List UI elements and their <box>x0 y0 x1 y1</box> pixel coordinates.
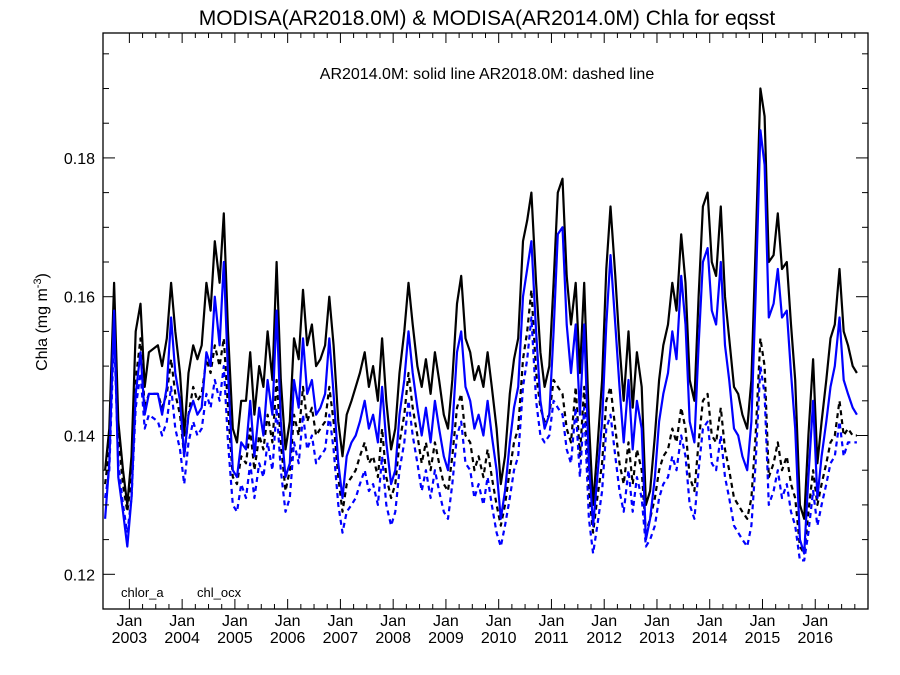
series-line-chl-ocx-ar2018-0m <box>104 316 857 562</box>
x-tick-label-month: Jan <box>433 613 459 630</box>
x-tick-label-month: Jan <box>539 613 565 630</box>
x-tick-label-month: Jan <box>116 613 142 630</box>
x-tick-label-month: Jan <box>380 613 406 630</box>
x-tick-label-month: Jan <box>697 613 723 630</box>
x-tick-label-month: Jan <box>169 613 195 630</box>
series-layer <box>104 87 858 562</box>
x-tick-label-year: 2009 <box>428 630 464 647</box>
x-tick-label-year: 2012 <box>586 630 622 647</box>
x-tick-label-month: Jan <box>802 613 828 630</box>
x-tick-label-year: 2005 <box>217 630 253 647</box>
legend: chlor_a chl_ocx <box>121 585 242 600</box>
legend-entry-chlor-a: chlor_a <box>121 585 164 600</box>
y-tick-label: 0.16 <box>64 290 95 307</box>
x-tick-label-year: 2014 <box>692 630 728 647</box>
x-tick-label-year: 2007 <box>323 630 359 647</box>
y-tick-label: 0.14 <box>64 429 95 446</box>
y-axis-label-superscript: -3 <box>32 278 44 288</box>
x-tick-label-month: Jan <box>486 613 512 630</box>
x-tick-label-year: 2003 <box>112 630 148 647</box>
x-tick-label-month: Jan <box>644 613 670 630</box>
y-axis-label: Chla (mg m-3) <box>32 273 51 371</box>
axes-layer: 0.120.140.160.18Jan2003Jan2004Jan2005Jan… <box>64 32 869 647</box>
series-line-chl-ocx-ar2014-0m <box>104 129 858 555</box>
x-tick-label-year: 2013 <box>639 630 675 647</box>
legend-entry-chl-ocx: chl_ocx <box>197 585 242 600</box>
x-tick-label-month: Jan <box>222 613 248 630</box>
series-line-chlor-a-ar2018-0m <box>104 288 857 555</box>
x-tick-label-year: 2004 <box>164 630 200 647</box>
chart-title: MODISA(AR2018.0M) & MODISA(AR2014.0M) Ch… <box>199 7 776 30</box>
x-tick-label-year: 2011 <box>534 630 569 647</box>
line-style-annotation: AR2014.0M: solid line AR2018.0M: dashed … <box>320 66 655 83</box>
x-tick-label-month: Jan <box>275 613 301 630</box>
x-tick-label-month: Jan <box>328 613 354 630</box>
series-line-chlor-a-ar2014-0m <box>104 87 858 520</box>
x-tick-label-year: 2008 <box>375 630 411 647</box>
x-tick-label-year: 2015 <box>745 630 781 647</box>
y-axis-label-text: Chla (mg m <box>34 288 51 371</box>
x-tick-label-month: Jan <box>750 613 776 630</box>
x-tick-label-year: 2006 <box>270 630 306 647</box>
y-axis-label-close: ) <box>34 273 51 278</box>
y-tick-label: 0.18 <box>64 151 95 168</box>
svg-text:Chla (mg m-3): Chla (mg m-3) <box>32 273 51 371</box>
x-tick-label-year: 2010 <box>481 630 517 647</box>
y-tick-label: 0.12 <box>64 567 95 584</box>
x-tick-label-month: Jan <box>591 613 617 630</box>
x-tick-label-year: 2016 <box>797 630 833 647</box>
